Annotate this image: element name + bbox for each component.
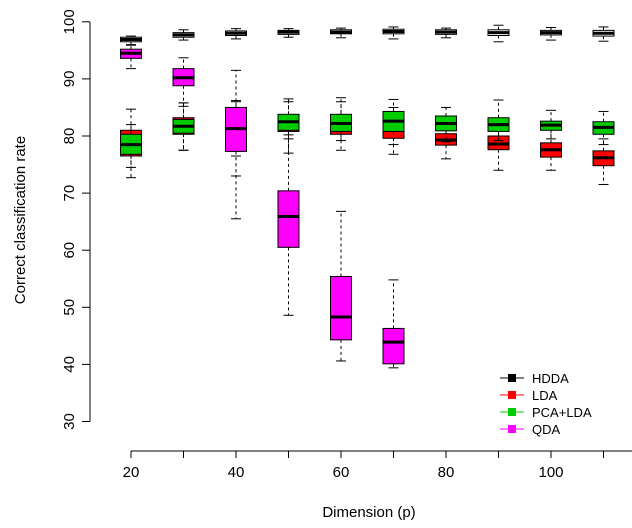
legend-label: PCA+LDA xyxy=(532,405,592,420)
legend-swatch xyxy=(508,408,516,416)
y-tick-label: 60 xyxy=(61,242,78,259)
boxes-layer xyxy=(120,24,615,369)
box xyxy=(277,28,300,38)
box xyxy=(435,27,457,39)
legend-item: QDA xyxy=(500,422,561,437)
box xyxy=(382,279,405,369)
box xyxy=(225,69,247,220)
box xyxy=(120,124,142,168)
box xyxy=(330,97,352,142)
box xyxy=(540,126,562,171)
box xyxy=(277,98,300,140)
y-tick-label: 100 xyxy=(61,9,78,34)
box xyxy=(330,27,352,39)
box xyxy=(382,98,405,146)
box xyxy=(172,57,195,107)
legend-item: PCA+LDA xyxy=(500,405,592,420)
box xyxy=(435,106,457,143)
box xyxy=(540,109,562,140)
box xyxy=(172,29,195,41)
legend-label: HDDA xyxy=(532,371,569,386)
box xyxy=(487,99,510,142)
legend-swatch xyxy=(508,391,516,399)
x-tick-label: 20 xyxy=(123,464,140,481)
legend-label: QDA xyxy=(532,422,561,437)
x-tick-label: 80 xyxy=(438,464,455,481)
y-tick-label: 80 xyxy=(61,128,78,145)
series-qda xyxy=(120,44,405,369)
x-tick-label: 40 xyxy=(228,464,245,481)
y-axis-title: Correct classification rate xyxy=(12,136,29,304)
x-tick-label: 60 xyxy=(333,464,350,481)
axes-layer: 3040506070809010020406080100120140160180… xyxy=(61,9,632,481)
box xyxy=(120,35,142,46)
x-tick-label: 100 xyxy=(538,464,563,481)
box xyxy=(120,44,142,70)
box xyxy=(277,134,300,316)
y-tick-label: 50 xyxy=(61,299,78,316)
box-body xyxy=(330,275,352,341)
legend-item: HDDA xyxy=(500,371,569,386)
legend-label: LDA xyxy=(532,388,558,403)
box xyxy=(382,26,405,40)
legend-swatch xyxy=(508,374,516,382)
legend-swatch xyxy=(508,425,516,433)
box xyxy=(487,121,510,171)
box xyxy=(487,24,510,43)
series-pca-lda xyxy=(120,97,615,168)
series-hdda xyxy=(120,24,615,46)
y-tick-label: 90 xyxy=(61,71,78,88)
box xyxy=(225,28,247,40)
box-body xyxy=(382,327,405,365)
y-tick-label: 40 xyxy=(61,356,78,373)
x-axis-title: Dimension (p) xyxy=(322,504,415,521)
box xyxy=(592,138,615,186)
legend-item: LDA xyxy=(500,388,558,403)
legend: HDDA LDA PCA+LDA QDA xyxy=(500,371,592,437)
box xyxy=(330,210,352,362)
box xyxy=(540,27,562,41)
y-tick-label: 70 xyxy=(61,185,78,202)
box-body xyxy=(277,190,300,248)
box xyxy=(592,26,615,42)
box xyxy=(172,102,195,151)
box xyxy=(592,110,615,146)
y-tick-label: 30 xyxy=(61,413,78,430)
